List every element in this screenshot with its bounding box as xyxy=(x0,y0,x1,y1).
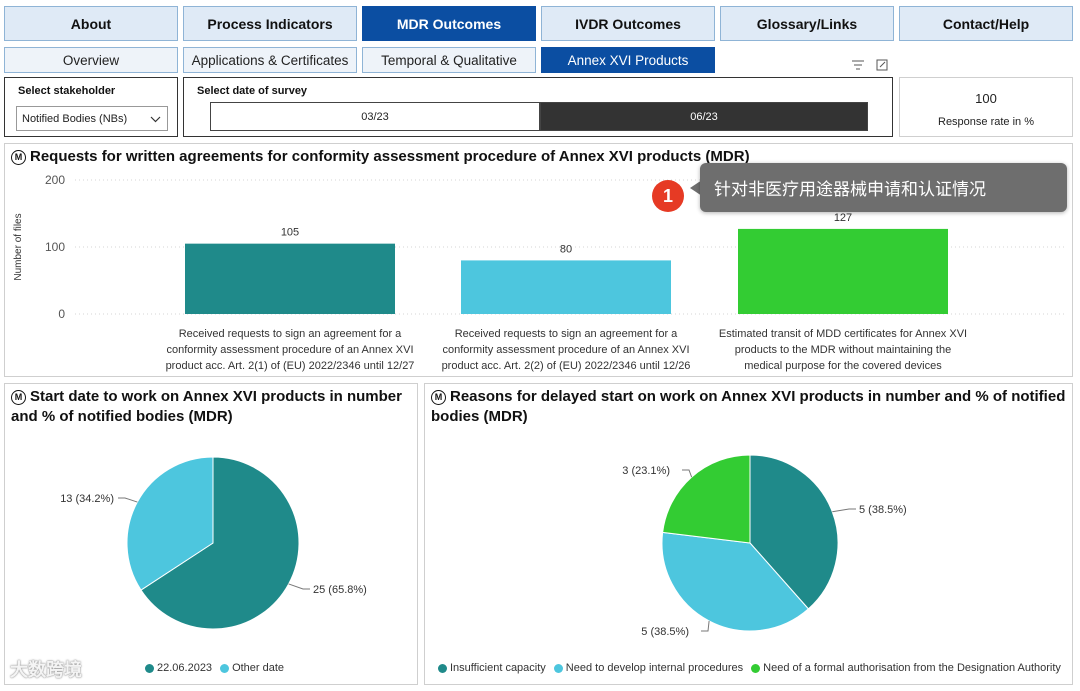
x-category-label: products to the MDR without maintaining … xyxy=(735,344,951,356)
y-tick-label: 200 xyxy=(45,173,65,187)
response-rate-label: Response rate in % xyxy=(938,116,1034,128)
legend-swatch xyxy=(220,663,230,673)
response-rate-card: 100 Response rate in % xyxy=(899,77,1073,137)
watermark-logo: 大数跨境 xyxy=(10,660,82,680)
x-category-label: Estimated transit of MDD certificates fo… xyxy=(719,328,967,340)
tab-glossary-links[interactable]: Glossary/Links xyxy=(720,6,894,41)
date-option-0323[interactable]: 03/23 xyxy=(210,102,540,131)
y-tick-label: 100 xyxy=(45,240,65,254)
x-category-label: medical purpose for the covered devices xyxy=(744,360,942,372)
card-title: M Requests for written agreements for con… xyxy=(11,147,750,167)
date-label: Select date of survey xyxy=(197,85,308,97)
pie-slice xyxy=(140,456,300,630)
tab-process-indicators[interactable]: Process Indicators xyxy=(183,6,357,41)
legend-label: Need to develop internal procedures xyxy=(565,662,744,674)
legend-swatch xyxy=(553,663,563,673)
slice-data-label: 25 (65.8%) xyxy=(313,584,367,596)
legend: Insufficient capacity Need to develop in… xyxy=(438,662,1069,674)
annotation-badge: 1 xyxy=(652,180,684,212)
legend-swatch xyxy=(438,663,447,673)
stakeholder-label: Select stakeholder xyxy=(18,85,116,97)
bar xyxy=(461,260,671,314)
bar xyxy=(738,228,948,314)
bar-chart: 0 100 200 Number of files 105 Received reques… xyxy=(13,173,1065,372)
legend-label: Need of a formal authorisation from the … xyxy=(763,662,1061,674)
slice-data-label: 13 (34.2%) xyxy=(60,493,114,505)
subtab-overview[interactable]: Overview xyxy=(4,47,178,73)
leader-line xyxy=(701,620,710,632)
focus-mode-icon[interactable] xyxy=(876,59,888,71)
subtab-applications-certificates[interactable]: Applications & Certificates xyxy=(183,47,357,73)
mdr-icon: M xyxy=(11,389,26,405)
legend: 22.06.2023 Other date xyxy=(145,662,292,674)
slice-data-label: 5 (38.5%) xyxy=(641,626,689,638)
legend-item[interactable]: Other date xyxy=(220,662,284,674)
slice-data-label: 3 (23.1%) xyxy=(622,465,670,477)
slice-data-label: 5 (38.5%) xyxy=(859,504,907,516)
date-option-0623[interactable]: 06/23 xyxy=(540,102,868,131)
card-title: M Reasons for delayed start on work on An… xyxy=(431,387,1071,427)
legend-item[interactable]: 22.06.2023 xyxy=(145,662,212,674)
legend-label: 22.06.2023 xyxy=(157,662,213,674)
legend-label: Insufficient capacity xyxy=(450,662,546,674)
y-axis-label: Number of files xyxy=(13,213,24,280)
pie-chart-start-date: 25 (65.8%) 13 (34.2%) xyxy=(60,456,367,630)
leader-line xyxy=(682,469,693,478)
filter-icon[interactable] xyxy=(852,60,864,70)
legend-swatch xyxy=(751,663,761,673)
card-title-line1: Reasons for delayed start on work on Ann… xyxy=(450,388,1066,405)
mdr-icon: M xyxy=(11,149,26,165)
bar-data-label: 105 xyxy=(281,227,299,239)
stakeholder-value: Notified Bodies (NBs) xyxy=(22,112,128,125)
tab-about[interactable]: About xyxy=(4,6,178,41)
response-rate-value: 100 xyxy=(975,91,997,106)
x-category-label: Received requests to sign an agreement f… xyxy=(455,328,678,340)
legend-label: Other date xyxy=(232,662,285,674)
card-title-text: Requests for written agreements for conf… xyxy=(30,148,750,165)
legend-item[interactable]: Need of a formal authorisation from the … xyxy=(751,662,1061,674)
x-category-label: conformity assessment procedure of an An… xyxy=(442,344,689,356)
pie-chart-delay-reasons: 5 (38.5%) 5 (38.5%) 3 (23.1%) xyxy=(622,454,907,638)
annotation-tooltip: 针对非医疗用途器械申请和认证情况 xyxy=(700,163,1067,212)
x-category-label: Received requests to sign an agreement f… xyxy=(179,328,402,340)
tab-mdr-outcomes[interactable]: MDR Outcomes xyxy=(362,6,536,41)
subtab-temporal-qualitative[interactable]: Temporal & Qualitative xyxy=(362,47,536,73)
tab-ivdr-outcomes[interactable]: IVDR Outcomes xyxy=(541,6,715,41)
legend-item[interactable]: Need to develop internal procedures xyxy=(553,662,744,674)
bar-data-label: 80 xyxy=(560,243,572,255)
stakeholder-filter: Select stakeholder Notified Bodies (NBs) xyxy=(4,77,178,137)
pie-slice xyxy=(662,454,751,544)
card-title-line1: Start date to work on Annex XVI products… xyxy=(30,388,402,405)
leader-line xyxy=(118,497,138,503)
x-category-label: conformity assessment procedure of an An… xyxy=(166,344,413,356)
pie-slice xyxy=(661,531,810,632)
card-title-line2: and % of notified bodies (MDR) xyxy=(11,408,233,425)
card-title-line2: bodies (MDR) xyxy=(431,408,528,425)
leader-line xyxy=(832,508,856,513)
x-category-label: product acc. Art. 2(2) of (EU) 2022/2346… xyxy=(442,360,691,372)
leader-line xyxy=(288,583,310,590)
date-filter: Select date of survey 03/23 06/23 xyxy=(183,77,893,137)
stakeholder-dropdown[interactable]: Notified Bodies (NBs) xyxy=(16,106,168,131)
delay-reasons-card: M Reasons for delayed start on work on An… xyxy=(424,383,1073,685)
y-tick-label: 0 xyxy=(58,307,65,321)
tooltip-pointer xyxy=(690,180,702,196)
bar-data-label: 127 xyxy=(834,212,852,224)
legend-item[interactable]: Insufficient capacity xyxy=(438,662,546,674)
subtab-annex-xvi-products[interactable]: Annex XVI Products xyxy=(541,47,715,73)
tab-contact-help[interactable]: Contact/Help xyxy=(899,6,1073,41)
start-date-card: M Start date to work on Annex XVI product… xyxy=(4,383,418,685)
card-title: M Start date to work on Annex XVI product… xyxy=(11,387,411,427)
legend-swatch xyxy=(145,663,154,673)
chevron-down-icon xyxy=(150,116,161,123)
mdr-icon: M xyxy=(431,389,446,405)
annex-xvi-requests-card: M Requests for written agreements for con… xyxy=(4,143,1073,377)
x-category-label: product acc. Art. 2(1) of (EU) 2022/2346… xyxy=(166,360,415,372)
bar xyxy=(185,243,395,314)
